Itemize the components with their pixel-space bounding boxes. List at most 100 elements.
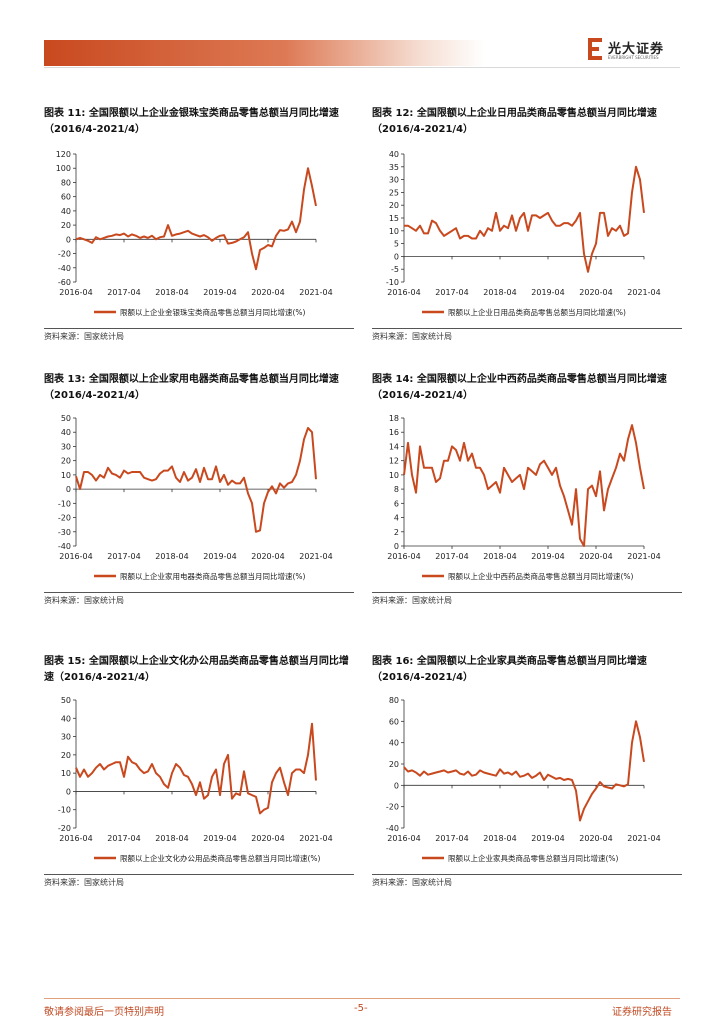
y-tick-label: 60 (389, 717, 399, 726)
x-tick-label: 2020-04 (579, 834, 612, 843)
y-tick-label: -40 (386, 824, 399, 833)
y-tick-label: 40 (389, 150, 399, 159)
y-tick-label: 40 (61, 207, 71, 216)
legend-label: 限额以上企业金银珠宝类商品零售总额当月同比增速(%) (120, 307, 306, 317)
x-tick-label: 2019-04 (531, 552, 564, 561)
y-tick-label: 40 (389, 739, 399, 748)
x-tick-label: 2019-04 (203, 834, 236, 843)
x-tick-label: 2019-04 (531, 834, 564, 843)
y-tick-label: -60 (58, 278, 71, 287)
series-line (75, 427, 317, 533)
figure-divider (44, 592, 354, 593)
figure-divider (372, 328, 682, 329)
y-tick-label: 10 (389, 227, 399, 236)
y-tick-label: -10 (386, 278, 399, 287)
y-tick-label: 100 (56, 164, 71, 173)
figure-divider (44, 328, 354, 329)
y-tick-label: -5 (391, 265, 399, 274)
x-tick-label: 2019-04 (203, 552, 236, 561)
x-tick-label: 2018-04 (483, 834, 516, 843)
header-banner (44, 40, 484, 66)
legend-label: 限额以上企业中西药品类商品零售总额当月同比增速(%) (448, 571, 634, 581)
x-tick-label: 2020-04 (579, 552, 612, 561)
y-tick-label: 10 (61, 769, 71, 778)
x-tick-label: 2017-04 (107, 552, 140, 561)
y-tick-label: -20 (58, 824, 71, 833)
y-tick-label: -30 (58, 528, 71, 537)
figure-divider (372, 874, 682, 875)
figure-source: 资料来源：国家统计局 (44, 596, 124, 605)
x-tick-label: 2017-04 (107, 288, 140, 297)
page-number: -5- (354, 1003, 368, 1014)
x-tick-label: 2018-04 (155, 552, 188, 561)
y-tick-label: 30 (389, 176, 399, 185)
x-tick-label: 2018-04 (483, 288, 516, 297)
figure-title: 图表 11: 全国限额以上企业金银珠宝类商品零售总额当月同比增速（2016/4-… (44, 108, 339, 135)
x-tick-label: 2019-04 (203, 288, 236, 297)
y-tick-label: 50 (61, 414, 71, 423)
y-tick-label: -10 (58, 806, 71, 815)
logo-subtext: EVERBRIGHT SECURITIES (608, 55, 659, 60)
y-tick-label: 15 (389, 214, 399, 223)
y-tick-label: 25 (389, 188, 399, 197)
x-tick-label: 2021-04 (627, 552, 660, 561)
legend-label: 限额以上企业文化办公用品类商品零售总额当月同比增速(%) (120, 853, 321, 863)
y-tick-label: 10 (389, 471, 399, 480)
y-tick-label: -20 (58, 250, 71, 259)
x-tick-label: 2017-04 (435, 288, 468, 297)
series-line (404, 165, 645, 273)
x-tick-label: 2016-04 (387, 552, 420, 561)
y-tick-label: 20 (61, 457, 71, 466)
y-tick-label: 40 (61, 428, 71, 437)
legend-label: 限额以上企业家用电器类商品零售总额当月同比增速(%) (120, 571, 306, 581)
y-tick-label: -40 (58, 542, 71, 551)
x-tick-label: 2020-04 (251, 834, 284, 843)
footer-report-type: 证券研究报告 (612, 1007, 672, 1018)
y-tick-label: -40 (58, 264, 71, 273)
header-divider (44, 67, 680, 68)
y-tick-label: 4 (394, 514, 399, 523)
y-tick-label: 80 (61, 178, 71, 187)
y-tick-label: 0 (66, 787, 71, 796)
x-tick-label: 2016-04 (59, 834, 92, 843)
y-tick-label: 50 (61, 696, 71, 705)
figure-title: 图表 12: 全国限额以上企业日用品类商品零售总额当月同比增速（2016/4-2… (372, 108, 657, 135)
figure-16: 图表 16: 全国限额以上企业家具类商品零售总额当月同比增速（2016/4-20… (372, 654, 682, 894)
y-tick-label: -10 (58, 499, 71, 508)
y-tick-label: 35 (389, 163, 399, 172)
series-line (403, 720, 645, 822)
footer-disclaimer[interactable]: 敬请参阅最后一页特别声明 (44, 1007, 164, 1018)
legend-label: 限额以上企业日用品类商品零售总额当月同比增速(%) (448, 307, 626, 317)
y-tick-label: 0 (66, 235, 71, 244)
x-tick-label: 2018-04 (155, 834, 188, 843)
figure-14: 图表 14: 全国限额以上企业中西药品类商品零售总额当月同比增速（2016/4-… (372, 372, 682, 612)
x-tick-label: 2021-04 (299, 552, 332, 561)
figure-11: 图表 11: 全国限额以上企业金银珠宝类商品零售总额当月同比增速（2016/4-… (44, 106, 354, 346)
y-tick-label: 60 (61, 193, 71, 202)
y-tick-label: 30 (61, 442, 71, 451)
y-tick-label: 40 (61, 714, 71, 723)
series-line (403, 424, 645, 547)
figure-title: 图表 16: 全国限额以上企业家具类商品零售总额当月同比增速（2016/4-20… (372, 656, 647, 683)
y-tick-label: 30 (61, 733, 71, 742)
company-logo: 光大证券 EVERBRIGHT SECURITIES (588, 38, 688, 66)
x-tick-label: 2021-04 (299, 288, 332, 297)
figure-divider (44, 874, 354, 875)
x-tick-label: 2017-04 (435, 552, 468, 561)
footer-divider (44, 998, 680, 999)
y-tick-label: 5 (394, 240, 399, 249)
series-line (75, 167, 317, 271)
x-tick-label: 2016-04 (387, 288, 420, 297)
y-tick-label: 14 (389, 442, 399, 451)
y-tick-label: 0 (394, 781, 399, 790)
x-tick-label: 2020-04 (251, 288, 284, 297)
x-tick-label: 2016-04 (59, 552, 92, 561)
logo-text: 光大证券 (608, 42, 665, 57)
y-tick-label: 6 (394, 499, 399, 508)
y-tick-label: 120 (56, 150, 71, 159)
figure-source: 资料来源：国家统计局 (372, 878, 452, 887)
y-tick-label: 12 (389, 457, 399, 466)
chart-13: -40 -30 -20 -10 0 10 20 30 40 50 2016-04 2017-04 201… (58, 414, 333, 581)
x-tick-label: 2021-04 (299, 834, 332, 843)
y-tick-label: 16 (389, 428, 399, 437)
